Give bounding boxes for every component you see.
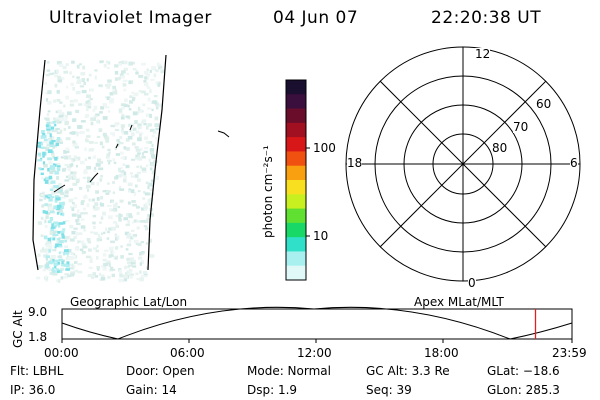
info-gc-alt: GC Alt: 3.3 Re — [366, 364, 450, 378]
colorbar-step — [286, 108, 306, 124]
colorbar-scale — [286, 80, 306, 281]
info-glat: GLat: −18.6 — [487, 364, 560, 378]
lat-label-60: 60 — [536, 97, 552, 111]
colorbar-step — [286, 208, 306, 224]
orbit-altitude-curve — [61, 306, 573, 340]
x-tick-0600: 06:00 — [170, 346, 205, 360]
mlt-label-18: 18 — [347, 156, 363, 170]
info-gain: Gain: 14 — [126, 383, 177, 397]
colorbar-step — [286, 122, 306, 138]
mlt-label-0: 0 — [468, 276, 476, 290]
info-mode: Mode: Normal — [247, 364, 331, 378]
coastline-fragment — [217, 130, 230, 138]
colorbar-step — [286, 237, 306, 253]
info-glon: GLon: 285.3 — [487, 383, 560, 397]
colorbar-step — [286, 194, 306, 210]
coastline-fragment — [129, 124, 133, 131]
mlt-label-12: 12 — [475, 47, 491, 61]
x-tick-1200: 12:00 — [297, 346, 332, 360]
lat-label-80: 80 — [492, 141, 508, 155]
apex-title: Apex MLat/MLT — [414, 295, 504, 309]
colorbar-step — [286, 151, 306, 167]
x-tick-2359: 23:59 — [552, 346, 587, 360]
x-tick-1800: 18:00 — [424, 346, 459, 360]
x-tick-0000: 00:00 — [44, 346, 79, 360]
time-label: 22:20:38 UT — [431, 8, 542, 28]
colorbar-step — [286, 165, 306, 181]
date-label: 04 Jun 07 — [273, 8, 359, 28]
colorbar-step — [286, 251, 306, 267]
coastline-fragment — [89, 172, 99, 183]
info-ip: IP: 36.0 — [10, 383, 56, 397]
info-filter: Flt: LBHL — [10, 364, 64, 378]
lat-label-70: 70 — [513, 120, 529, 134]
info-door: Door: Open — [126, 364, 195, 378]
swath-right-boundary — [147, 54, 167, 271]
polar-diagonal — [379, 80, 547, 248]
auroral-emission-image — [35, 60, 165, 283]
y-tick-1-8: 1.8 — [28, 330, 48, 344]
colorbar-step — [286, 222, 306, 238]
instrument-title: Ultraviolet Imager — [49, 8, 212, 28]
colorbar-step — [286, 137, 306, 153]
colorbar-step — [286, 94, 306, 110]
coastline-fragment — [53, 184, 66, 193]
colorbar-tick-10: 10 — [313, 229, 329, 243]
altitude-plot-frame — [61, 308, 573, 340]
geographic-title: Geographic Lat/Lon — [70, 295, 188, 309]
y-tick-9: 9.0 — [28, 305, 48, 319]
colorbar-frame — [285, 79, 307, 281]
colorbar-step — [286, 80, 306, 95]
colorbar-tick-100: 100 — [313, 141, 336, 155]
colorbar-step — [286, 180, 306, 195]
info-dsp: Dsp: 1.9 — [247, 383, 298, 397]
mlt-label-6: 6 — [570, 156, 578, 170]
colorbar-step — [286, 265, 306, 281]
swath-left-boundary — [32, 59, 46, 271]
coastline-fragment — [115, 143, 119, 149]
info-seq: Seq: 39 — [366, 383, 412, 397]
